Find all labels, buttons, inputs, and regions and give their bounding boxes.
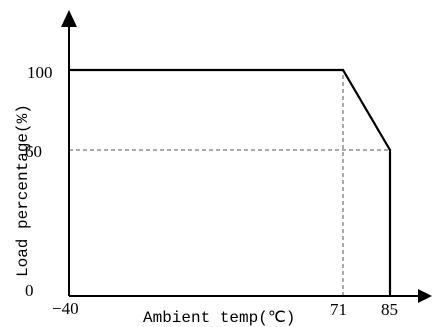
x-tick-label-85: 85 <box>381 300 398 319</box>
x-tick-label-minus-40: −40 <box>52 299 79 318</box>
y-tick-label-60: 60 <box>25 142 42 161</box>
data-point-0-2 <box>388 148 392 152</box>
x-axis-arrow-icon <box>418 289 432 303</box>
y-tick-label-0: 0 <box>25 281 34 300</box>
reference-lines <box>69 70 390 296</box>
x-tick-label-71: 71 <box>330 300 347 319</box>
y-tick-label-100: 100 <box>27 63 53 82</box>
x-axis-label: Ambient temp(℃) <box>143 309 295 327</box>
y-axis-label: Load percentage(%) <box>14 104 32 277</box>
data-point-0-1 <box>341 68 345 72</box>
y-axis-arrow-icon <box>61 10 77 27</box>
series-line-0 <box>69 68 392 296</box>
